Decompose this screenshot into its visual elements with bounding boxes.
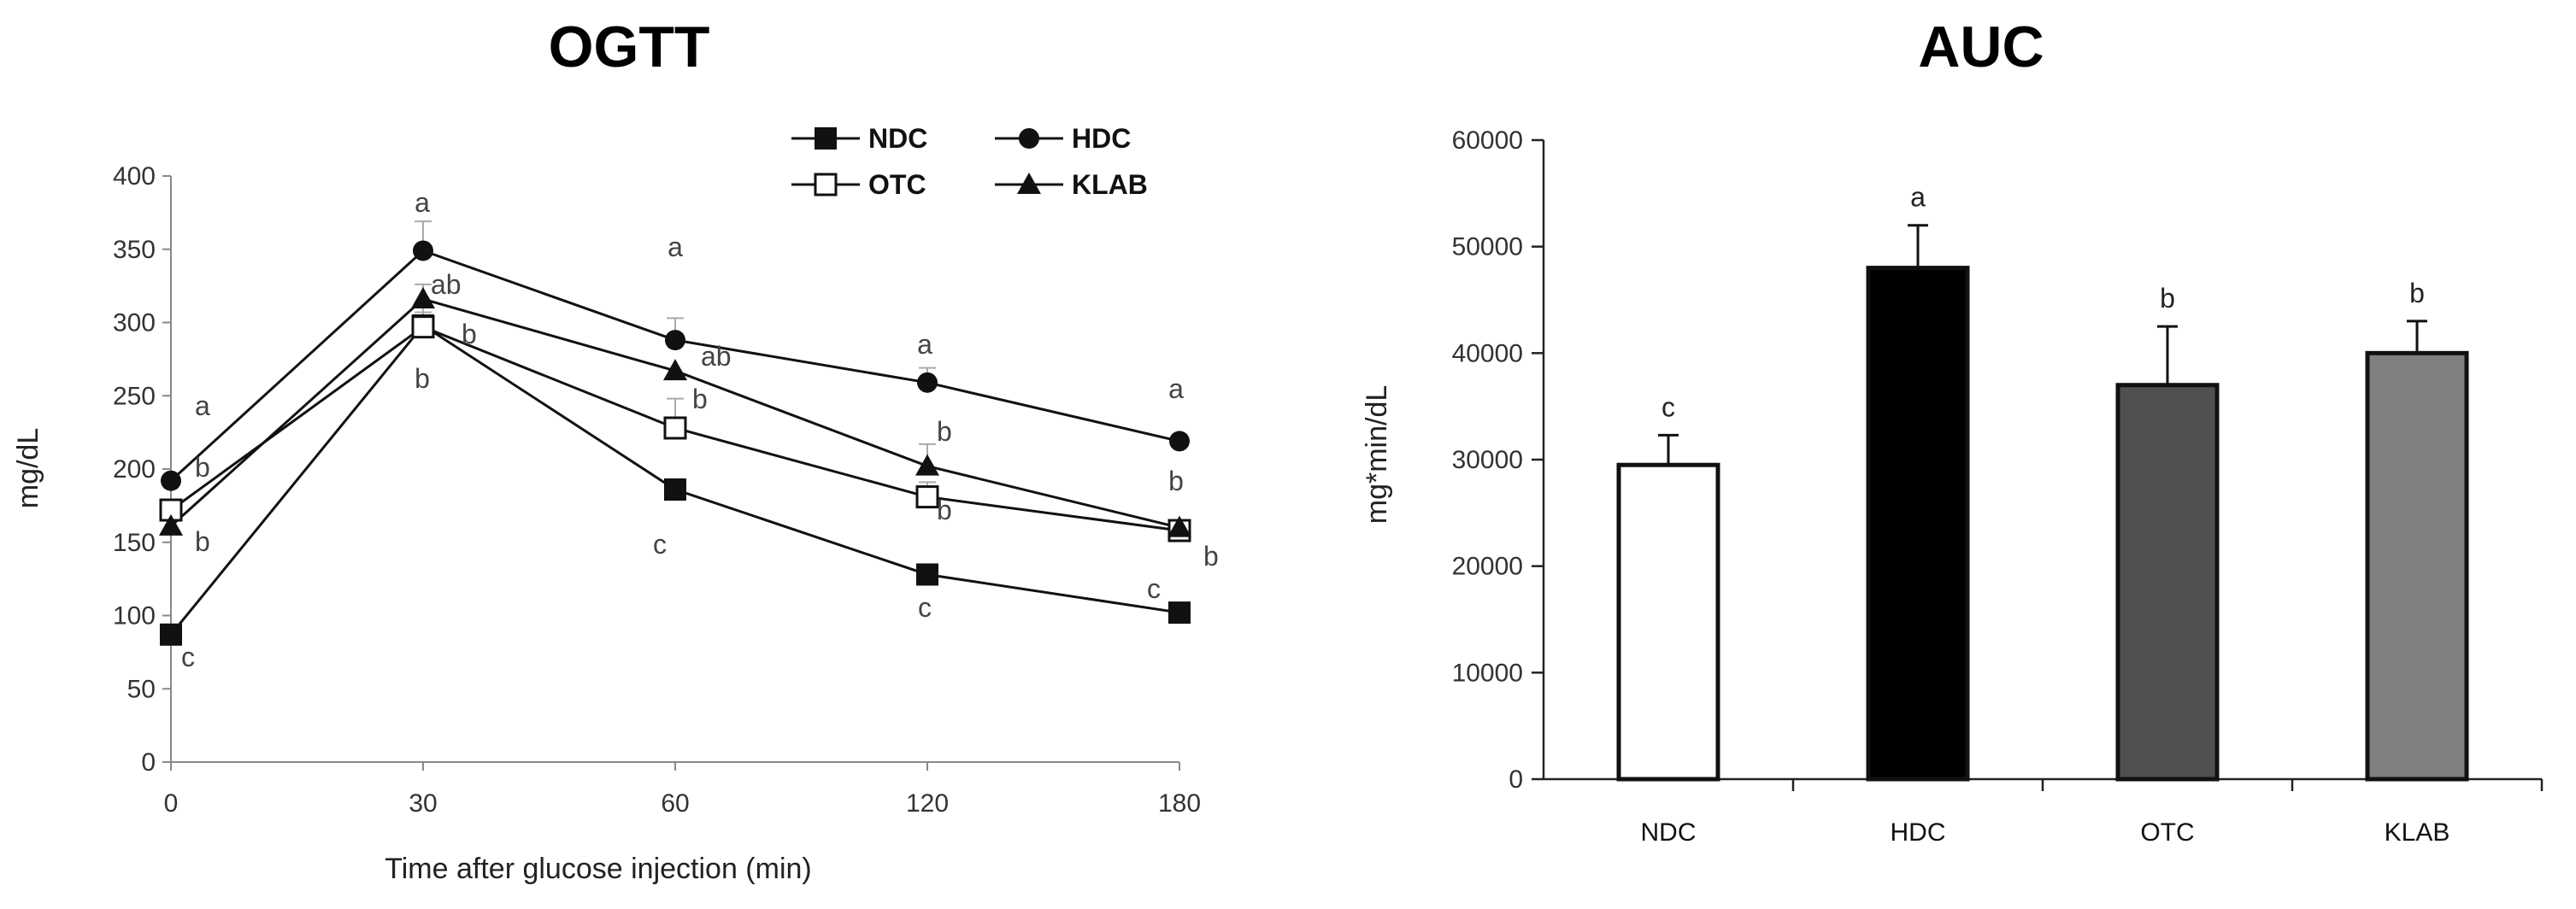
legend-otc-label: OTC <box>868 169 926 200</box>
auc-y-tick-label: 10000 <box>1452 659 1523 687</box>
hdc-point <box>1169 431 1190 452</box>
ogtt-significance-letter: ab <box>431 269 462 300</box>
ogtt-y-tick-label: 100 <box>113 602 156 630</box>
auc-bar-otc <box>2115 383 2220 782</box>
ndc-point <box>916 563 938 586</box>
auc-chart: AUC 0 10000 20000 30000 40000 50000 60000 mg*m… <box>1361 15 2544 847</box>
ogtt-markers <box>159 240 1191 646</box>
hdc-point <box>665 330 685 351</box>
auc-category-hdc: HDC <box>1891 818 1946 847</box>
ogtt-x-axis-label: Time after glucose injection (min) <box>385 853 811 885</box>
hdc-point <box>917 372 938 393</box>
ogtt-y-tick-label: 200 <box>113 455 156 484</box>
legend-hdc-marker <box>1019 128 1039 149</box>
auc-bar-klab <box>2365 350 2469 782</box>
auc-y-tick-label: 40000 <box>1452 339 1523 367</box>
klab-point <box>411 287 435 309</box>
auc-bar-hdc <box>1866 266 1970 782</box>
ogtt-x-tick-label: 120 <box>906 789 949 818</box>
auc-y-tick-label: 20000 <box>1452 553 1523 581</box>
ogtt-x-tick-label: 30 <box>409 789 437 818</box>
hdc-point <box>161 470 181 491</box>
ogtt-y-axis-ticks: 0 50 100 150 200 250 300 350 400 <box>113 162 171 777</box>
legend-klab-label: KLAB <box>1072 169 1148 200</box>
auc-category-klab: KLAB <box>2385 818 2450 847</box>
ogtt-significance-letter: a <box>195 390 210 421</box>
klab-point <box>159 513 183 536</box>
auc-y-tick-label: 50000 <box>1452 233 1523 261</box>
ogtt-significance-letter: b <box>937 416 952 447</box>
legend-klab-marker <box>1017 173 1041 194</box>
ndc-point <box>1168 601 1191 625</box>
ogtt-significance-letter: b <box>195 452 210 483</box>
auc-y-tick-label: 30000 <box>1452 446 1523 474</box>
ogtt-y-tick-label: 50 <box>127 675 156 703</box>
auc-bar-ndc <box>1616 462 1720 782</box>
auc-y-tick-label: 0 <box>1509 765 1523 794</box>
auc-category-labels: NDC HDC OTC KLAB <box>1641 818 2450 847</box>
auc-bars <box>1616 266 2469 782</box>
klab-point <box>1167 515 1191 537</box>
legend-hdc-label: HDC <box>1072 123 1131 154</box>
otc-point <box>411 315 435 339</box>
ogtt-x-tick-label: 60 <box>661 789 689 818</box>
ogtt-y-axis-label: mg/dL <box>12 428 44 509</box>
ogtt-significance-letter: a <box>917 329 932 360</box>
auc-category-ndc: NDC <box>1641 818 1697 847</box>
legend-otc-marker <box>814 173 838 196</box>
ogtt-significance-letter: c <box>653 529 667 560</box>
auc-title: AUC <box>1918 15 2044 79</box>
ogtt-title: OGTT <box>549 15 710 79</box>
ogtt-significance-letter: a <box>668 232 683 262</box>
auc-y-axis-ticks: 0 10000 20000 30000 40000 50000 60000 <box>1452 126 1544 794</box>
ndc-point <box>160 623 182 646</box>
ogtt-significance-letter: b <box>415 363 430 394</box>
auc-y-axis-label: mg*min/dL <box>1361 385 1393 525</box>
auc-error-bars <box>1658 224 2427 466</box>
klab-point <box>663 359 687 381</box>
ogtt-y-tick-label: 0 <box>141 748 156 777</box>
ogtt-chart: OGTT 0 50 100 150 200 250 300 350 400 0 30 60 120 18… <box>12 15 1219 885</box>
auc-y-tick-label: 60000 <box>1452 126 1523 155</box>
ogtt-significance-letter: b <box>692 384 708 414</box>
ogtt-significance-letter: b <box>937 495 952 525</box>
auc-letter-ndc: c <box>1661 391 1675 422</box>
otc-point <box>915 485 939 509</box>
legend-ndc-marker <box>815 127 837 150</box>
ogtt-significance-letter: c <box>181 642 195 672</box>
ogtt-significance-letter: b <box>1203 541 1219 572</box>
ogtt-y-tick-label: 350 <box>113 236 156 264</box>
ogtt-significance-letter: a <box>1168 373 1184 404</box>
ogtt-y-tick-label: 400 <box>113 162 156 191</box>
ogtt-y-tick-label: 300 <box>113 309 156 337</box>
klab-point <box>915 454 939 476</box>
legend-ndc-label: NDC <box>868 123 927 154</box>
ogtt-significance-letter: a <box>415 187 430 218</box>
ogtt-significance-letter: ab <box>701 341 732 372</box>
hdc-point <box>413 240 433 261</box>
auc-letter-otc: b <box>2160 283 2175 314</box>
ogtt-significance-letter: b <box>195 526 210 557</box>
auc-category-separators <box>1791 779 2544 791</box>
ogtt-significance-letter: c <box>1147 573 1161 604</box>
auc-letter-hdc: a <box>1910 182 1926 213</box>
ogtt-y-tick-label: 150 <box>113 529 156 557</box>
ogtt-legend: NDC HDC OTC KLAB <box>791 123 1148 200</box>
ogtt-x-axis-ticks: 0 30 60 120 180 <box>164 762 1201 818</box>
ogtt-significance-letter: b <box>1168 466 1184 496</box>
ogtt-x-tick-label: 0 <box>164 789 179 818</box>
ndc-point <box>664 478 686 501</box>
ogtt-significance-letter: b <box>462 319 477 349</box>
ogtt-series-lines <box>169 249 1180 636</box>
ogtt-significance-letter: c <box>918 592 932 623</box>
auc-category-otc: OTC <box>2140 818 2194 847</box>
otc-point <box>663 416 687 440</box>
auc-significance-letters: c a b b <box>1661 182 2425 423</box>
auc-letter-klab: b <box>2409 278 2425 308</box>
ogtt-y-tick-label: 250 <box>113 382 156 410</box>
ogtt-x-tick-label: 180 <box>1158 789 1201 818</box>
